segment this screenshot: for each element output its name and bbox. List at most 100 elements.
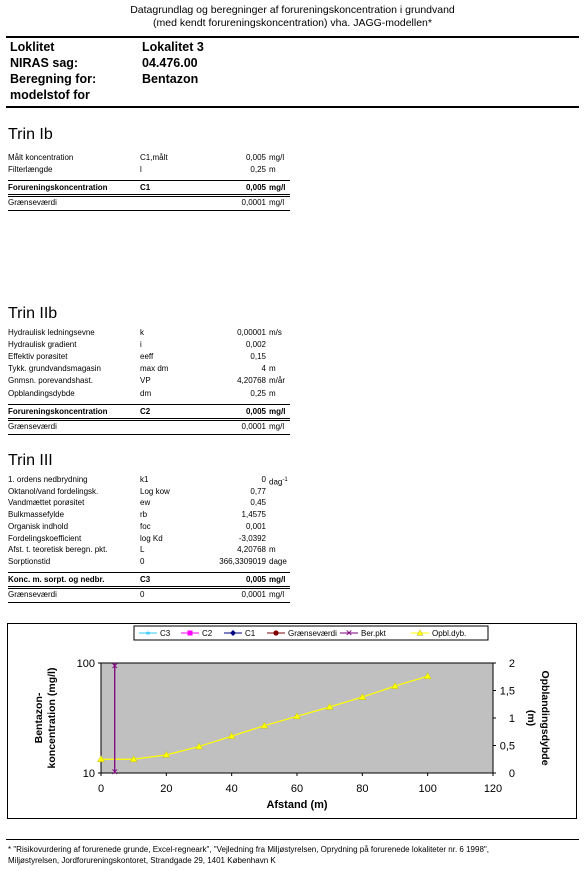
opbl-dyb-point: [358, 693, 367, 700]
param-row: Grænseværdi 0,0001 mg/l: [8, 421, 298, 433]
y-right-tick-label: 1: [509, 713, 515, 725]
param-unit: dag-1: [269, 477, 288, 487]
y-right-axis-label-1: Opblandingsdybde: [539, 670, 551, 765]
beregning-label-1: Beregning for:: [10, 72, 97, 86]
param-name: Hydraulisk gradient: [8, 340, 77, 350]
param-name: Vandmættet porøsitet: [8, 498, 85, 508]
param-symbol: C2: [140, 406, 151, 416]
header-line-2: (med kendt forureningskoncentration) vha…: [153, 17, 432, 29]
param-unit: mg/l: [269, 421, 285, 431]
param-row: Forureningskoncentration C1 0,005 mg/l: [8, 182, 298, 194]
param-value: -3,0392: [238, 533, 266, 543]
param-unit: m: [269, 388, 276, 398]
param-row: Grænseværdi 0,0001 mg/l: [8, 197, 298, 209]
param-value: 0,002: [245, 340, 266, 350]
param-symbol: log Kd: [140, 533, 163, 543]
param-name: Sorptionstid: [8, 556, 51, 566]
param-row: Opblandingsdybde dm 0,25 m: [8, 388, 298, 400]
param-value: 0: [261, 475, 266, 484]
niras-label: NIRAS sag:: [10, 56, 79, 70]
y-left-tick-label: 100: [77, 658, 95, 670]
footnote: * "Risikovurdering af forurenede grunde,…: [8, 844, 583, 866]
beregning-value: Bentazon: [142, 72, 199, 86]
x-tick-label: 80: [356, 783, 368, 795]
param-value: 0,0001: [241, 421, 266, 431]
total-rule-top: [8, 180, 290, 182]
param-symbol: C3: [140, 574, 151, 584]
unit-exponent: -1: [282, 477, 288, 483]
opbl-dyb-point: [227, 732, 236, 739]
param-row: Hydraulisk gradient i 0,002: [8, 339, 298, 351]
param-row: Målt koncentration C1,målt 0,005 mg/l: [8, 152, 298, 164]
param-unit: m: [269, 364, 276, 374]
param-symbol: L: [140, 545, 145, 555]
loklitet-value: Lokalitet 3: [142, 40, 204, 54]
param-name: Målt koncentration: [8, 153, 74, 162]
param-symbol: i: [140, 340, 142, 350]
opbl-dyb-point: [129, 755, 138, 762]
trin-ib-title: Trin Ib: [8, 126, 53, 143]
param-value: 4: [261, 364, 266, 374]
param-symbol: k1: [140, 475, 149, 484]
y-right-tick-label: 1,5: [500, 686, 515, 698]
legend-marker: [416, 629, 424, 636]
legend-label: C1: [245, 629, 256, 638]
param-name: Grænseværdi: [8, 198, 57, 208]
param-unit: m: [269, 545, 276, 555]
param-row: Sorptionstid 0 366,3309019 dage: [8, 556, 298, 568]
limit-rule: [8, 210, 290, 212]
param-value: 0,25: [250, 388, 266, 398]
param-name: Filterlængde: [8, 165, 53, 175]
param-unit: mg/l: [269, 406, 286, 416]
param-row: Filterlængde l 0,25 m: [8, 164, 298, 176]
legend-marker: ✕: [345, 628, 353, 638]
param-row: Hydraulisk ledningsevne k 0,00001 m/s: [8, 327, 298, 339]
param-value: 4,20768: [237, 545, 266, 555]
param-row: Oktanol/vand fordelingsk. Log kow 0,77: [8, 486, 298, 498]
param-unit: mg/l: [269, 589, 285, 599]
param-symbol: dm: [140, 388, 152, 398]
param-row: Bulkmassefylde rb 1,4575: [8, 509, 298, 521]
param-value: 1,4575: [241, 510, 266, 520]
param-name: Konc. m. sorpt. og nedbr.: [8, 574, 105, 584]
x-tick-label: 120: [484, 783, 502, 795]
info-rule: [6, 106, 579, 108]
param-value: 0,001: [245, 521, 266, 531]
param-value: 0,77: [250, 486, 266, 496]
param-unit: m/år: [269, 376, 285, 386]
trin-iii-title: Trin III: [8, 452, 53, 469]
param-value: 0,0001: [241, 198, 266, 208]
param-value: 0,0001: [241, 589, 266, 599]
legend-label: C2: [202, 629, 213, 638]
param-value: 0,005: [245, 406, 266, 416]
total-rule-double: [8, 417, 290, 421]
param-name: Fordelingskoefficient: [8, 533, 82, 543]
header-rule: [6, 36, 579, 38]
param-symbol: C1,målt: [140, 153, 168, 162]
param-name: Oktanol/vand fordelingsk.: [8, 486, 99, 496]
x-axis-label: Afstand (m): [266, 799, 327, 811]
param-name: Gnmsn. porevandshast.: [8, 376, 93, 386]
param-name: Grænseværdi: [8, 421, 57, 431]
param-symbol: max dm: [140, 364, 169, 374]
opbl-dyb-point: [293, 712, 301, 720]
footnote-line-1: * "Risikovurdering af forurenede grunde,…: [8, 845, 489, 854]
opbl-dyb-point: [260, 721, 269, 729]
param-symbol: 0: [140, 589, 145, 599]
legend-box: [133, 625, 489, 641]
param-row: Konc. m. sorpt. og nedbr. C3 0,005 mg/l: [8, 574, 298, 586]
total-rule-top: [8, 571, 290, 573]
param-symbol: Log kow: [140, 486, 170, 496]
legend-label: Ber.pkt: [361, 629, 387, 638]
param-name: Organisk indhold: [8, 521, 69, 531]
opbl-dyb-point: [97, 755, 105, 762]
param-value: 0,005: [245, 574, 266, 584]
limit-rule: [8, 433, 290, 435]
total-rule-top: [8, 403, 290, 405]
param-name: Effektiv porøsitet: [8, 352, 68, 362]
y-left-axis-label-2: koncentration (mg/l): [46, 668, 58, 769]
param-value: 0,00001: [237, 328, 266, 337]
param-symbol: k: [140, 328, 144, 337]
param-row: Effektiv porøsitet eeff 0,15: [8, 351, 298, 363]
param-value: 0,005: [245, 153, 266, 162]
